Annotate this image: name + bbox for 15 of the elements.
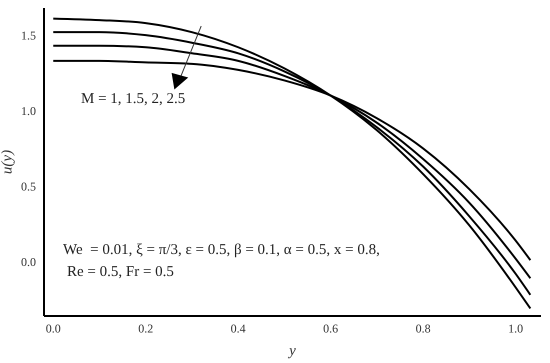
y-tick-label: 0.5 [21,179,36,194]
y-axis-title: u(y) [0,150,16,174]
annotation: M = 1, 1.5, 2, 2.5 [81,91,186,108]
annotation: Re = 0.5, Fr = 0.5 [67,264,174,281]
annotation: We = 0.01, ξ = π/3, ε = 0.5, β = 0.1, α = 0.5, x = 0.8, [63,242,380,259]
x-tick-label: 0.6 [323,322,338,336]
y-tick-label: 1.5 [21,28,36,42]
x-tick-label: 0.8 [416,322,431,336]
x-tick-label: 0.2 [138,322,154,336]
x-tick-label: 0.4 [230,322,246,336]
y-tick-label: 0.0 [21,254,36,269]
x-tick-label: 1.0 [508,322,524,336]
x-axis-title: y [287,343,296,359]
x-tick-label: 0.0 [46,322,61,336]
y-tick-label: 1.0 [21,104,36,118]
